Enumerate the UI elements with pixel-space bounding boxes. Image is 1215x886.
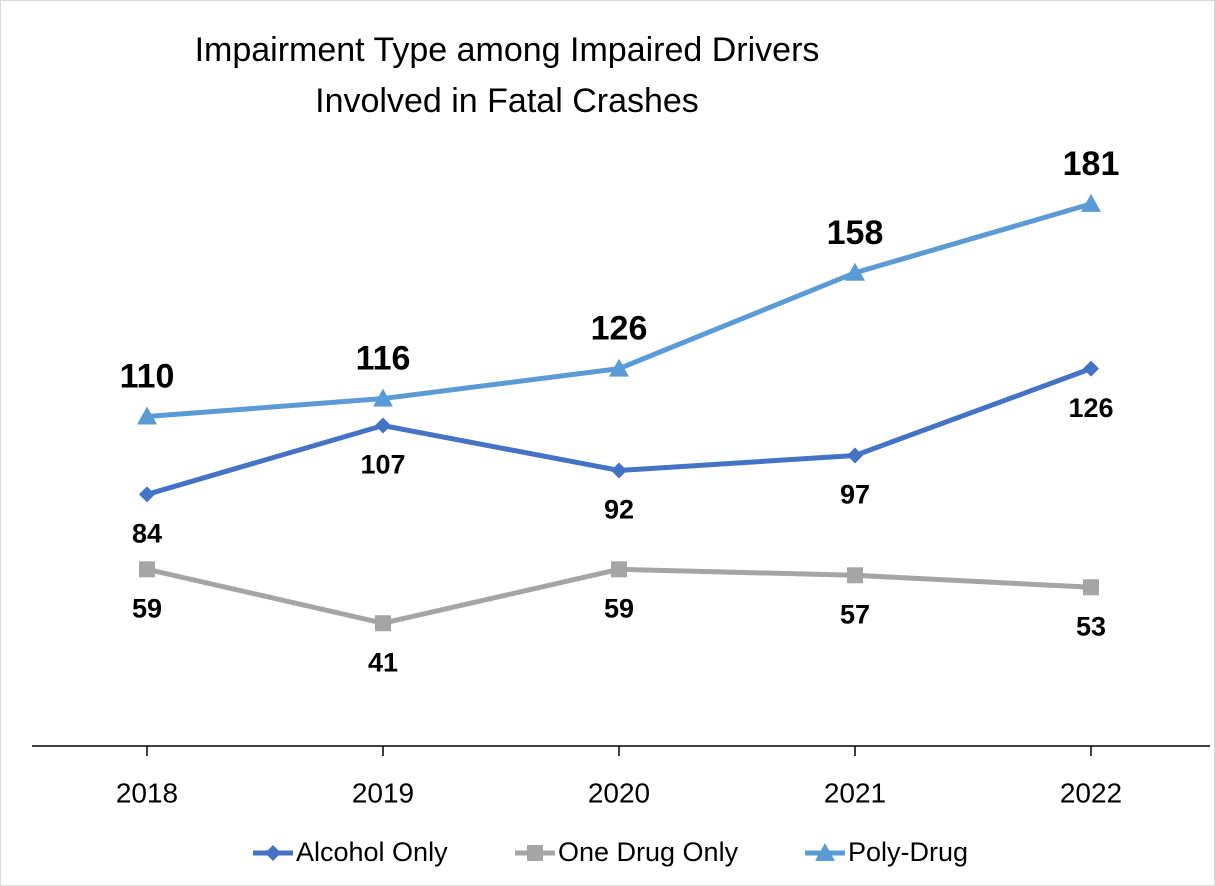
data-label: 59 bbox=[132, 593, 162, 623]
data-point bbox=[845, 262, 865, 281]
data-label: 158 bbox=[827, 214, 884, 252]
data-point bbox=[847, 567, 863, 584]
x-tick-label: 2021 bbox=[824, 777, 886, 808]
data-label: 126 bbox=[1068, 393, 1113, 423]
legend-marker bbox=[527, 845, 543, 861]
x-tick-label: 2019 bbox=[352, 777, 414, 808]
data-point bbox=[373, 388, 393, 407]
x-tick-label: 2018 bbox=[116, 777, 178, 808]
data-label: 181 bbox=[1063, 145, 1120, 183]
legend-marker bbox=[815, 843, 835, 861]
data-point bbox=[1081, 193, 1101, 212]
data-label: 97 bbox=[840, 480, 870, 510]
data-label: 110 bbox=[120, 358, 175, 396]
legend-label: One Drug Only bbox=[558, 837, 739, 867]
data-label: 57 bbox=[840, 599, 870, 629]
data-label: 59 bbox=[604, 593, 634, 623]
data-point bbox=[609, 358, 629, 377]
data-point bbox=[137, 406, 157, 425]
data-point bbox=[139, 486, 155, 503]
data-label: 41 bbox=[368, 647, 398, 677]
data-point bbox=[611, 561, 627, 578]
data-point bbox=[139, 561, 155, 578]
data-label: 126 bbox=[591, 310, 648, 348]
data-label: 116 bbox=[356, 340, 411, 378]
data-label: 92 bbox=[604, 495, 634, 525]
data-point bbox=[611, 462, 627, 479]
legend-label: Alcohol Only bbox=[296, 837, 448, 867]
data-label: 107 bbox=[360, 450, 405, 480]
data-point bbox=[375, 615, 391, 632]
x-tick-label: 2020 bbox=[588, 777, 650, 808]
data-point bbox=[847, 447, 863, 464]
chart-title: Involved in Fatal Crashes bbox=[315, 82, 699, 120]
chart-title: Impairment Type among Impaired Drivers bbox=[195, 31, 820, 69]
legend-label: Poly-Drug bbox=[848, 837, 968, 867]
data-point bbox=[1083, 579, 1099, 596]
data-point bbox=[1083, 360, 1099, 377]
data-label: 84 bbox=[132, 519, 162, 549]
legend-marker bbox=[265, 845, 281, 861]
data-point bbox=[375, 417, 391, 434]
x-tick-label: 2022 bbox=[1060, 777, 1122, 808]
data-label: 53 bbox=[1076, 611, 1106, 641]
